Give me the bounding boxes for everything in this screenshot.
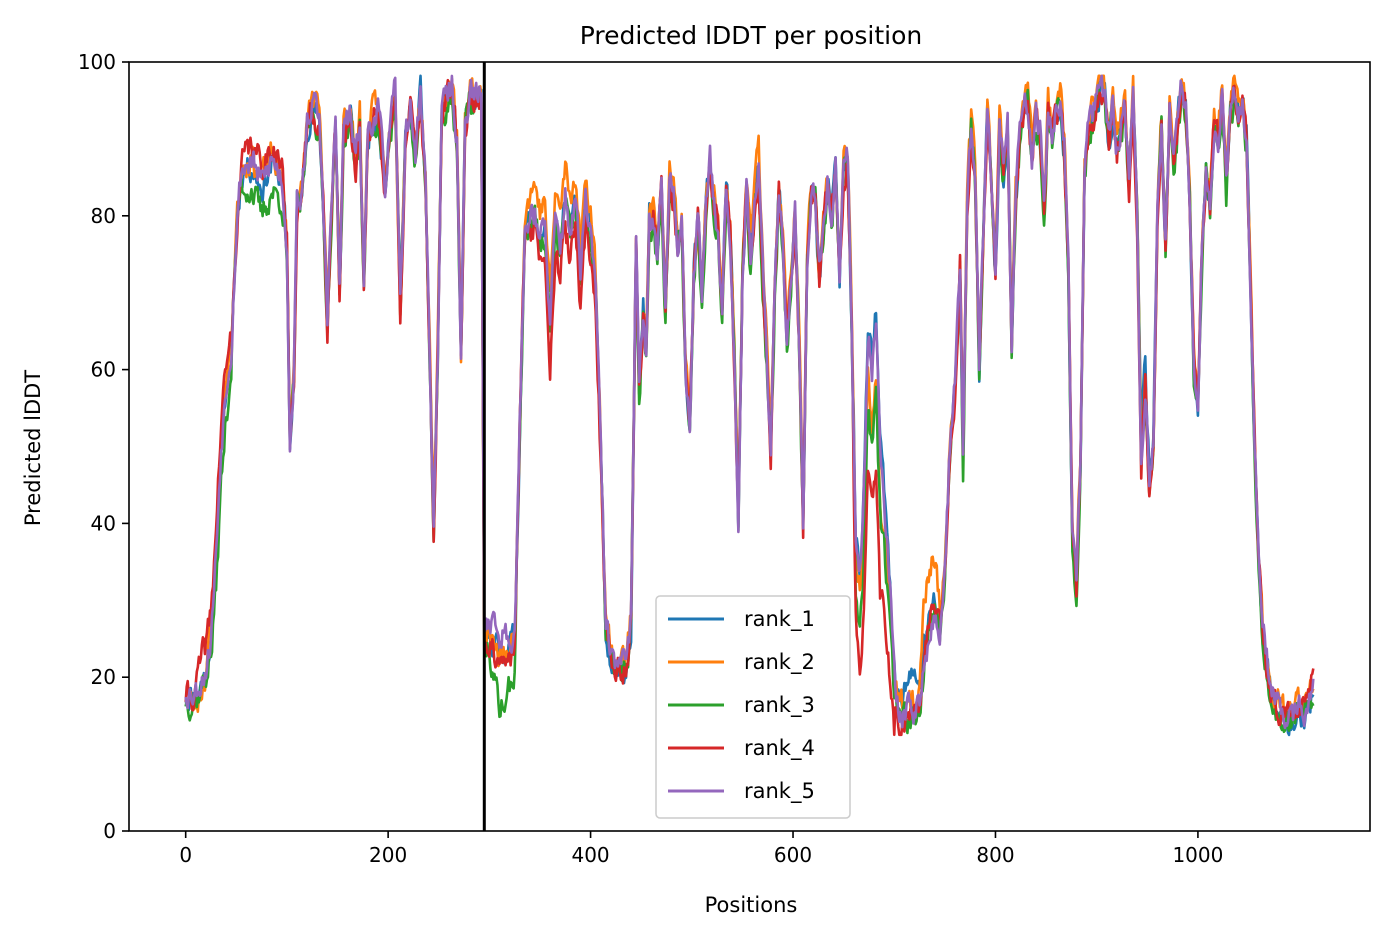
legend-label-rank_1: rank_1	[744, 607, 815, 632]
y-tick-label: 60	[91, 358, 116, 382]
series-line-rank_5	[184, 74, 1315, 730]
y-tick-label: 20	[91, 665, 116, 689]
legend-label-rank_4: rank_4	[744, 736, 815, 761]
x-axis-label: Positions	[705, 893, 798, 917]
plot-frame	[128, 61, 1371, 832]
y-tick-label: 0	[103, 819, 116, 843]
series-group	[184, 62, 1315, 831]
x-tick-label: 800	[976, 843, 1014, 867]
legend-label-rank_5: rank_5	[744, 779, 815, 804]
x-tick-label: 600	[774, 843, 812, 867]
axes: 0 200 400 600 800 1000 0 20 40 60 80 100	[78, 50, 1371, 867]
legend-label-rank_3: rank_3	[744, 693, 815, 718]
y-axis-label: Predicted lDDT	[21, 370, 45, 526]
y-tick-label: 80	[91, 204, 116, 228]
x-tick-label: 200	[369, 843, 407, 867]
legend-label-rank_2: rank_2	[744, 650, 815, 675]
x-tick-label: 0	[179, 843, 192, 867]
x-tick-label: 1000	[1172, 843, 1223, 867]
chart-title: Predicted lDDT per position	[580, 21, 922, 50]
y-tick-label: 40	[91, 511, 116, 535]
y-tick-label: 100	[78, 50, 116, 74]
legend-box	[655, 595, 851, 819]
x-tick-label: 400	[571, 843, 609, 867]
legend: rank_1 rank_2 rank_3 rank_4 rank_5	[655, 595, 851, 819]
